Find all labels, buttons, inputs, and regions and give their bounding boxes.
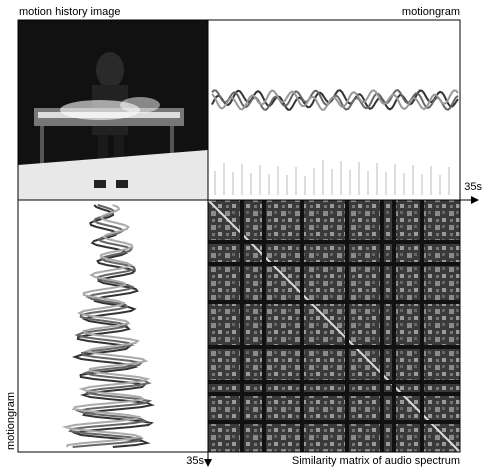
panel-label: motiongram (402, 6, 460, 18)
panel-label: Similarity matrix of audio spectrum (292, 455, 460, 467)
similarity-matrix-panel (208, 200, 460, 452)
texture (392, 200, 396, 452)
texture (345, 200, 349, 452)
motion-history-panel (18, 20, 208, 200)
time-label: 35s (464, 181, 482, 193)
panel-label: motiongram (5, 392, 17, 450)
texture (300, 200, 304, 452)
texture (380, 200, 384, 452)
texture (240, 200, 244, 452)
texture (420, 200, 424, 452)
vertical-motiongram-panel (18, 200, 208, 452)
page: motion history image motiongram 35s moti… (0, 0, 485, 468)
horizontal-motiongram-panel (208, 20, 460, 200)
figure: motion history image motiongram 35s moti… (0, 0, 485, 468)
texture (262, 200, 266, 452)
panel-label: motion history image (19, 6, 121, 18)
time-label: 35s (186, 455, 204, 467)
